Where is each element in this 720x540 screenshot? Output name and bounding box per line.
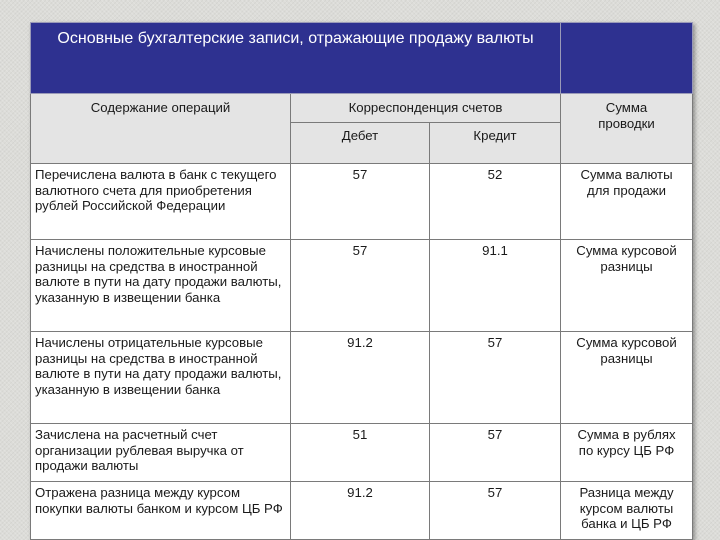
header-amount: Сумма проводки (560, 93, 694, 164)
debit-cell: 57 (290, 239, 430, 332)
operation-cell: Зачислена на расчетный счет организации … (30, 423, 291, 482)
amount-cell: Сумма в рублях по курсу ЦБ РФ (560, 423, 694, 482)
subheader-row: Дебет Кредит (31, 122, 693, 164)
header-row: Содержание операций Корреспонденция счет… (30, 93, 694, 164)
table-row: Перечислена валюта в банк с текущего вал… (30, 163, 694, 240)
credit-cell: 57 (428, 481, 562, 540)
credit-cell: 57 (428, 331, 562, 424)
credit-cell: 91.1 (428, 239, 562, 332)
accounting-entries-table: Основные бухгалтерские записи, отражающи… (29, 22, 694, 540)
table-row: Начислены отрицательные курсовые разницы… (30, 331, 694, 424)
title-row: Основные бухгалтерские записи, отражающи… (29, 22, 694, 94)
debit-cell: 57 (290, 163, 430, 240)
table-row: Начислены положительные курсовые разницы… (30, 239, 694, 332)
credit-cell: 52 (428, 163, 562, 240)
operation-cell: Отражена разница между курсом покупки ва… (30, 481, 291, 540)
amount-cell: Сумма курсовой разницы (560, 331, 694, 424)
debit-cell: 91.2 (290, 331, 430, 424)
title-filler-cell (560, 22, 694, 94)
table-row: Зачислена на расчетный счет организации … (30, 423, 694, 482)
amount-cell: Разница между курсом валюты банка и ЦБ Р… (560, 481, 694, 540)
operation-cell: Перечислена валюта в банк с текущего вал… (30, 163, 291, 240)
amount-cell: Сумма курсовой разницы (560, 239, 694, 332)
header-correspondence: Корреспонденция счетов (289, 93, 562, 123)
header-credit: Кредит (428, 122, 562, 164)
table-title: Основные бухгалтерские записи, отражающи… (29, 22, 562, 94)
debit-cell: 91.2 (290, 481, 430, 540)
amount-cell: Сумма валюты для продажи (560, 163, 694, 240)
header-operation: Содержание операций (30, 93, 291, 164)
operation-cell: Начислены положительные курсовые разницы… (30, 239, 291, 332)
debit-cell: 51 (290, 423, 430, 482)
header-debit: Дебет (290, 122, 430, 164)
table-row: Отражена разница между курсом покупки ва… (30, 481, 694, 540)
credit-cell: 57 (428, 423, 562, 482)
operation-cell: Начислены отрицательные курсовые разницы… (30, 331, 291, 424)
